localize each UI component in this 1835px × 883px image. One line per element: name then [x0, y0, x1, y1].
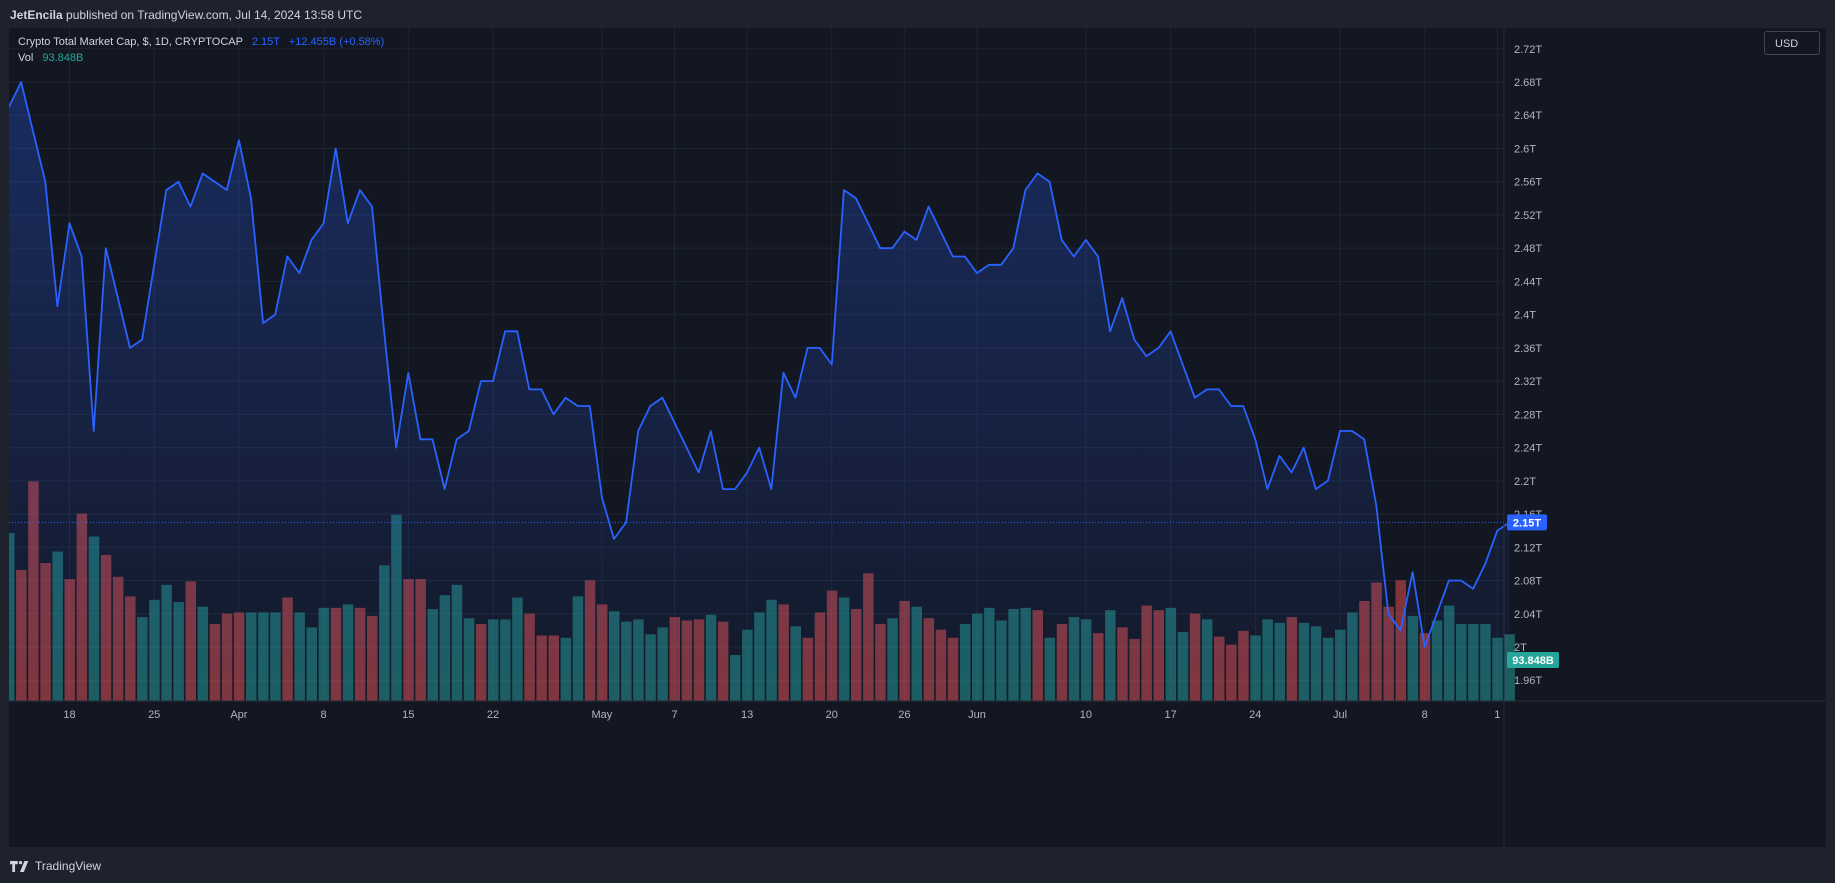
tradingview-brand[interactable]: TradingView — [10, 859, 101, 873]
y-tick-label: 2.44T — [1514, 276, 1542, 288]
y-tick-label: 2.6T — [1514, 143, 1536, 155]
x-tick-label: Apr — [230, 709, 247, 721]
x-tick-label: 13 — [741, 709, 753, 721]
x-tick-label: 20 — [826, 709, 838, 721]
author-name[interactable]: JetEncila — [10, 8, 63, 22]
legend-volume-value: 93.848B — [42, 52, 84, 64]
y-tick-label: 2.36T — [1514, 343, 1542, 355]
publish-info: JetEncila published on TradingView.com, … — [10, 8, 362, 22]
y-tick-label: 2.04T — [1514, 609, 1542, 621]
y-tick-label: 2.64T — [1514, 110, 1542, 122]
y-tick-label: 2.72T — [1514, 44, 1542, 56]
x-tick-label: 17 — [1164, 709, 1176, 721]
x-tick-label: Jun — [968, 709, 986, 721]
y-tick-label: 1.96T — [1514, 675, 1542, 687]
y-tick-label: 2.68T — [1514, 77, 1542, 89]
x-tick-label: 18 — [63, 709, 75, 721]
volume-value-label: 93.848B — [1512, 655, 1554, 667]
x-tick-label: May — [592, 709, 613, 721]
legend-volume-row: Vol 93.848B — [18, 50, 384, 66]
publish-header: JetEncila published on TradingView.com, … — [0, 0, 1835, 28]
y-tick-label: 2.24T — [1514, 443, 1542, 455]
price-area-fill — [9, 82, 1510, 701]
x-tick-label: 1 — [1494, 709, 1500, 721]
x-tick-label: 8 — [1422, 709, 1428, 721]
x-tick-label: 10 — [1080, 709, 1092, 721]
last-price-label: 2.15T — [1513, 517, 1541, 529]
chart-pane[interactable]: 2.72T 2.68T 2.64T 2.6T 2.56T 2.52T 2.48T 2.44T 2… — [9, 28, 1826, 847]
y-tick-label: 2.28T — [1514, 409, 1542, 421]
y-tick-label: 2T — [1514, 642, 1527, 654]
x-tick-label: 25 — [148, 709, 160, 721]
legend-price-change: +12.455B (+0.58%) — [288, 36, 385, 48]
x-tick-label: 26 — [898, 709, 910, 721]
axes: 2.72T 2.68T 2.64T 2.6T 2.56T 2.52T 2.48T 2.44T 2… — [9, 28, 1826, 847]
y-tick-label: 2.4T — [1514, 310, 1536, 322]
x-tick-label: 7 — [671, 709, 677, 721]
tradingview-brand-name: TradingView — [35, 859, 102, 873]
volume-value-badge — [1507, 652, 1559, 668]
price-area — [9, 82, 1510, 701]
last-price-badge — [1507, 514, 1547, 531]
chart-legend: Crypto Total Market Cap, $, 1D, CRYPTOCA… — [18, 34, 384, 66]
y-tick-label: 2.56T — [1514, 177, 1542, 189]
currency-button[interactable]: USD — [1764, 31, 1820, 55]
x-tick-label: 15 — [402, 709, 414, 721]
x-tick-label: 22 — [487, 709, 499, 721]
y-tick-label: 2.2T — [1514, 476, 1536, 488]
footer-bar: TradingView — [0, 847, 1835, 883]
y-tick-label: 2.32T — [1514, 376, 1542, 388]
y-tick-label: 2.48T — [1514, 243, 1542, 255]
legend-price-value: 2.15T — [251, 36, 280, 48]
legend-volume-label[interactable]: Vol — [18, 52, 34, 64]
legend-main-row: Crypto Total Market Cap, $, 1D, CRYPTOCA… — [18, 34, 384, 50]
x-tick-label: Jul — [1333, 709, 1347, 721]
price-labels: 2.15T 93.848B — [9, 514, 1559, 668]
y-tick-label: 2.12T — [1514, 542, 1542, 554]
price-line — [9, 81, 1510, 648]
x-tick-label: 8 — [321, 709, 327, 721]
y-tick-label: 2.52T — [1514, 210, 1542, 222]
tradingview-logo-icon — [10, 860, 29, 872]
publish-date-text: published on TradingView.com, Jul 14, 20… — [66, 8, 363, 22]
x-tick-label: 24 — [1249, 709, 1261, 721]
legend-symbol-title[interactable]: Crypto Total Market Cap, $, 1D, CRYPTOCA… — [18, 36, 243, 48]
y-tick-label: 2.08T — [1514, 576, 1542, 588]
price-chart[interactable]: 2.72T 2.68T 2.64T 2.6T 2.56T 2.52T 2.48T 2.44T 2… — [9, 28, 1826, 847]
price-series-line — [9, 81, 1510, 648]
